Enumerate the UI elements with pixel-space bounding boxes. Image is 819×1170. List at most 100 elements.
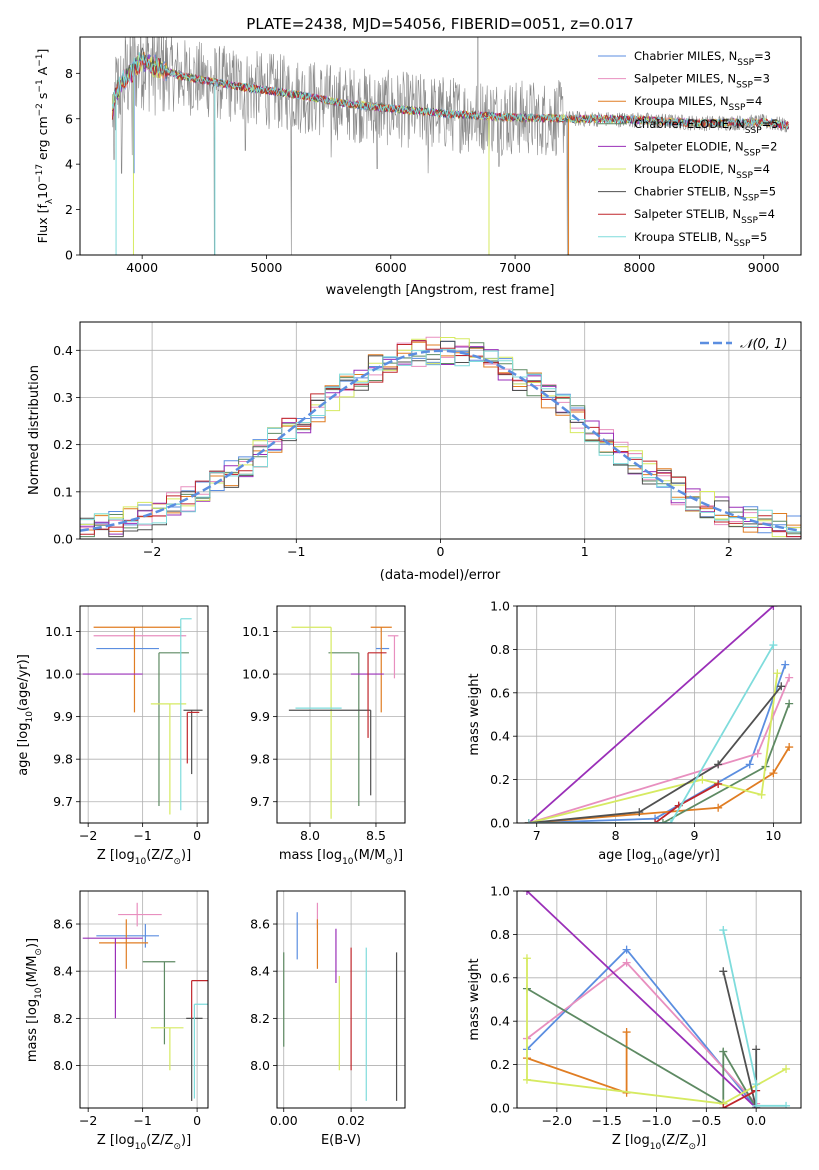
- axes-frame: [276, 605, 406, 824]
- histogram-series: [80, 348, 801, 539]
- y-tick-label: 10.1: [45, 624, 73, 639]
- y-axis-label-part: (M/M: [25, 956, 40, 988]
- y-tick-label: 6: [65, 111, 73, 126]
- weight-point: [781, 660, 790, 669]
- axes-frame: [276, 890, 406, 1109]
- y-axis-label-part: Flux [f: [35, 204, 50, 244]
- legend-entry: Salpeter STELIB, NSSP=4: [634, 207, 775, 226]
- mass-weight-vs-metallicity-panel: −2.0 −1.5 −1.0 −0.5 0.0 0.0 0.2 0.4 0.6 0.8 1.0 mas…: [467, 884, 802, 1152]
- weight-point: [522, 1075, 531, 1084]
- legend-entry-part: =4: [753, 162, 770, 176]
- x-tick-label: −2: [79, 828, 97, 843]
- x-axis-label-part: )]: [393, 848, 403, 863]
- weight-point: [651, 819, 660, 823]
- plot-area: [522, 891, 791, 1108]
- weight-series: [526, 987, 757, 1108]
- legend-entry: Kroupa ELODIE, NSSP=4: [634, 162, 770, 181]
- weight-point: [753, 749, 762, 758]
- weight-series: [526, 958, 787, 1105]
- x-axis-label-part: (M/M: [354, 848, 386, 863]
- plot-area: [82, 902, 208, 1101]
- x-axis-label-part: mass [log: [279, 848, 342, 863]
- axes-frame: [79, 890, 209, 1109]
- y-axis-label-part: −1: [35, 54, 45, 67]
- x-tick-label: −1.5: [592, 1113, 622, 1128]
- y-tick-label: 9.7: [53, 794, 73, 809]
- x-tick-label: 8.5: [366, 828, 386, 843]
- weight-point: [782, 1064, 791, 1073]
- legend-entry-part: SSP: [745, 126, 762, 136]
- x-axis-label: mass [log10(M/M⊙)]: [279, 848, 403, 867]
- x-axis-label-part: Z [log: [97, 1133, 135, 1148]
- y-tick-label: 4: [65, 157, 73, 172]
- y-tick-label: 9.9: [250, 709, 270, 724]
- y-axis-label-part: erg cm: [35, 116, 50, 164]
- weight-point: [785, 743, 794, 752]
- weight-point: [524, 819, 533, 823]
- x-axis-label-part: )]: [181, 848, 191, 863]
- weight-point: [769, 769, 778, 778]
- y-tick-label: 10.0: [242, 667, 270, 682]
- y-tick-label: 0.1: [53, 484, 73, 499]
- weight-point: [714, 760, 723, 769]
- x-tick-label: −2: [79, 1113, 97, 1128]
- weight-point: [698, 775, 707, 784]
- legend-entry-part: =4: [745, 94, 762, 108]
- x-tick-label: 5000: [251, 260, 283, 275]
- legend-entry-part: SSP: [737, 58, 754, 68]
- y-tick-label: 0.0: [490, 816, 510, 831]
- model-spectrum: [111, 56, 789, 130]
- weight-series: [722, 929, 787, 1107]
- y-tick-label: 0.4: [53, 343, 73, 358]
- x-tick-label: 7000: [499, 260, 531, 275]
- legend-entry-part: Salpeter STELIB, N: [634, 207, 741, 221]
- legend-entry-part: Chabrier STELIB, N: [634, 185, 742, 199]
- x-tick-label: 8000: [623, 260, 655, 275]
- legend-entry: Kroupa STELIB, NSSP=5: [634, 230, 767, 249]
- age-vs-mass-panel: 8.0 8.5 9.7 9.8 9.9 10.0 10.1 mass [log10(M/M⊙)…: [242, 605, 406, 867]
- x-axis-label-part: (Z/Z: [146, 1133, 173, 1148]
- y-axis-label-part: ⊙: [34, 948, 44, 956]
- plot-area: [111, 37, 789, 255]
- chart-title: PLATE=2438, MJD=54056, FIBERID=0051, z=0…: [246, 15, 633, 33]
- legend-entry-part: =3: [753, 72, 770, 86]
- y-tick-label: 0.6: [490, 970, 510, 985]
- y-tick-label: 1.0: [490, 884, 510, 899]
- mass-vs-metallicity-panel: −2 −1 08.08.28.48.6Z [log10(Z/Z⊙)]mass [lo…: [25, 890, 209, 1152]
- x-axis-label: Z [log10(Z/Z⊙)]: [97, 1133, 191, 1152]
- y-axis-label-part: −17: [35, 164, 45, 183]
- legend-entry: Chabrier MILES, NSSP=3: [634, 49, 771, 68]
- x-tick-label: 0.02: [337, 1113, 365, 1128]
- x-tick-label: 7: [533, 828, 541, 843]
- weight-series: [528, 703, 791, 823]
- weight-point: [785, 699, 794, 708]
- y-axis-label-part: mass [log: [25, 999, 40, 1062]
- x-axis-label-part: ⊙: [385, 857, 393, 867]
- x-tick-label: 6000: [375, 260, 407, 275]
- weight-point: [714, 803, 723, 812]
- y-tick-label: 0.6: [490, 685, 510, 700]
- legend-entry-part: Salpeter ELODIE, N: [634, 139, 744, 153]
- weight-point: [757, 790, 766, 799]
- legend-entry: Salpeter ELODIE, NSSP=2: [634, 139, 777, 158]
- x-axis-label-part: (age/yr)]: [663, 848, 720, 863]
- x-axis-label-part: 10: [342, 857, 354, 867]
- weight-point: [635, 808, 644, 817]
- y-tick-label: 8: [65, 66, 73, 81]
- y-axis-label: mass weight: [467, 673, 482, 755]
- plot-area: [288, 626, 399, 819]
- y-axis-label-part: )]: [25, 938, 40, 948]
- x-tick-label: −1: [133, 1113, 151, 1128]
- y-tick-label: 8.0: [53, 1058, 73, 1073]
- legend-entry-part: SSP: [741, 216, 758, 226]
- x-tick-label: 0: [437, 544, 445, 559]
- x-tick-label: 8.0: [300, 828, 320, 843]
- legend-entry-part: Kroupa STELIB, N: [634, 230, 734, 244]
- legend-entry-part: Chabrier MILES, N: [634, 49, 737, 63]
- y-tick-label: 8.4: [53, 964, 73, 979]
- x-tick-label: −1.0: [641, 1113, 671, 1128]
- residual-histogram-panel: −2 −1 0 1 2 0.0 0.1 0.2 0.3 0.4 (data-model)/error…: [27, 321, 802, 583]
- plot-area: [283, 902, 398, 1101]
- legend-entry-part: SSP: [742, 194, 759, 204]
- legend-entry-part: SSP: [736, 171, 753, 181]
